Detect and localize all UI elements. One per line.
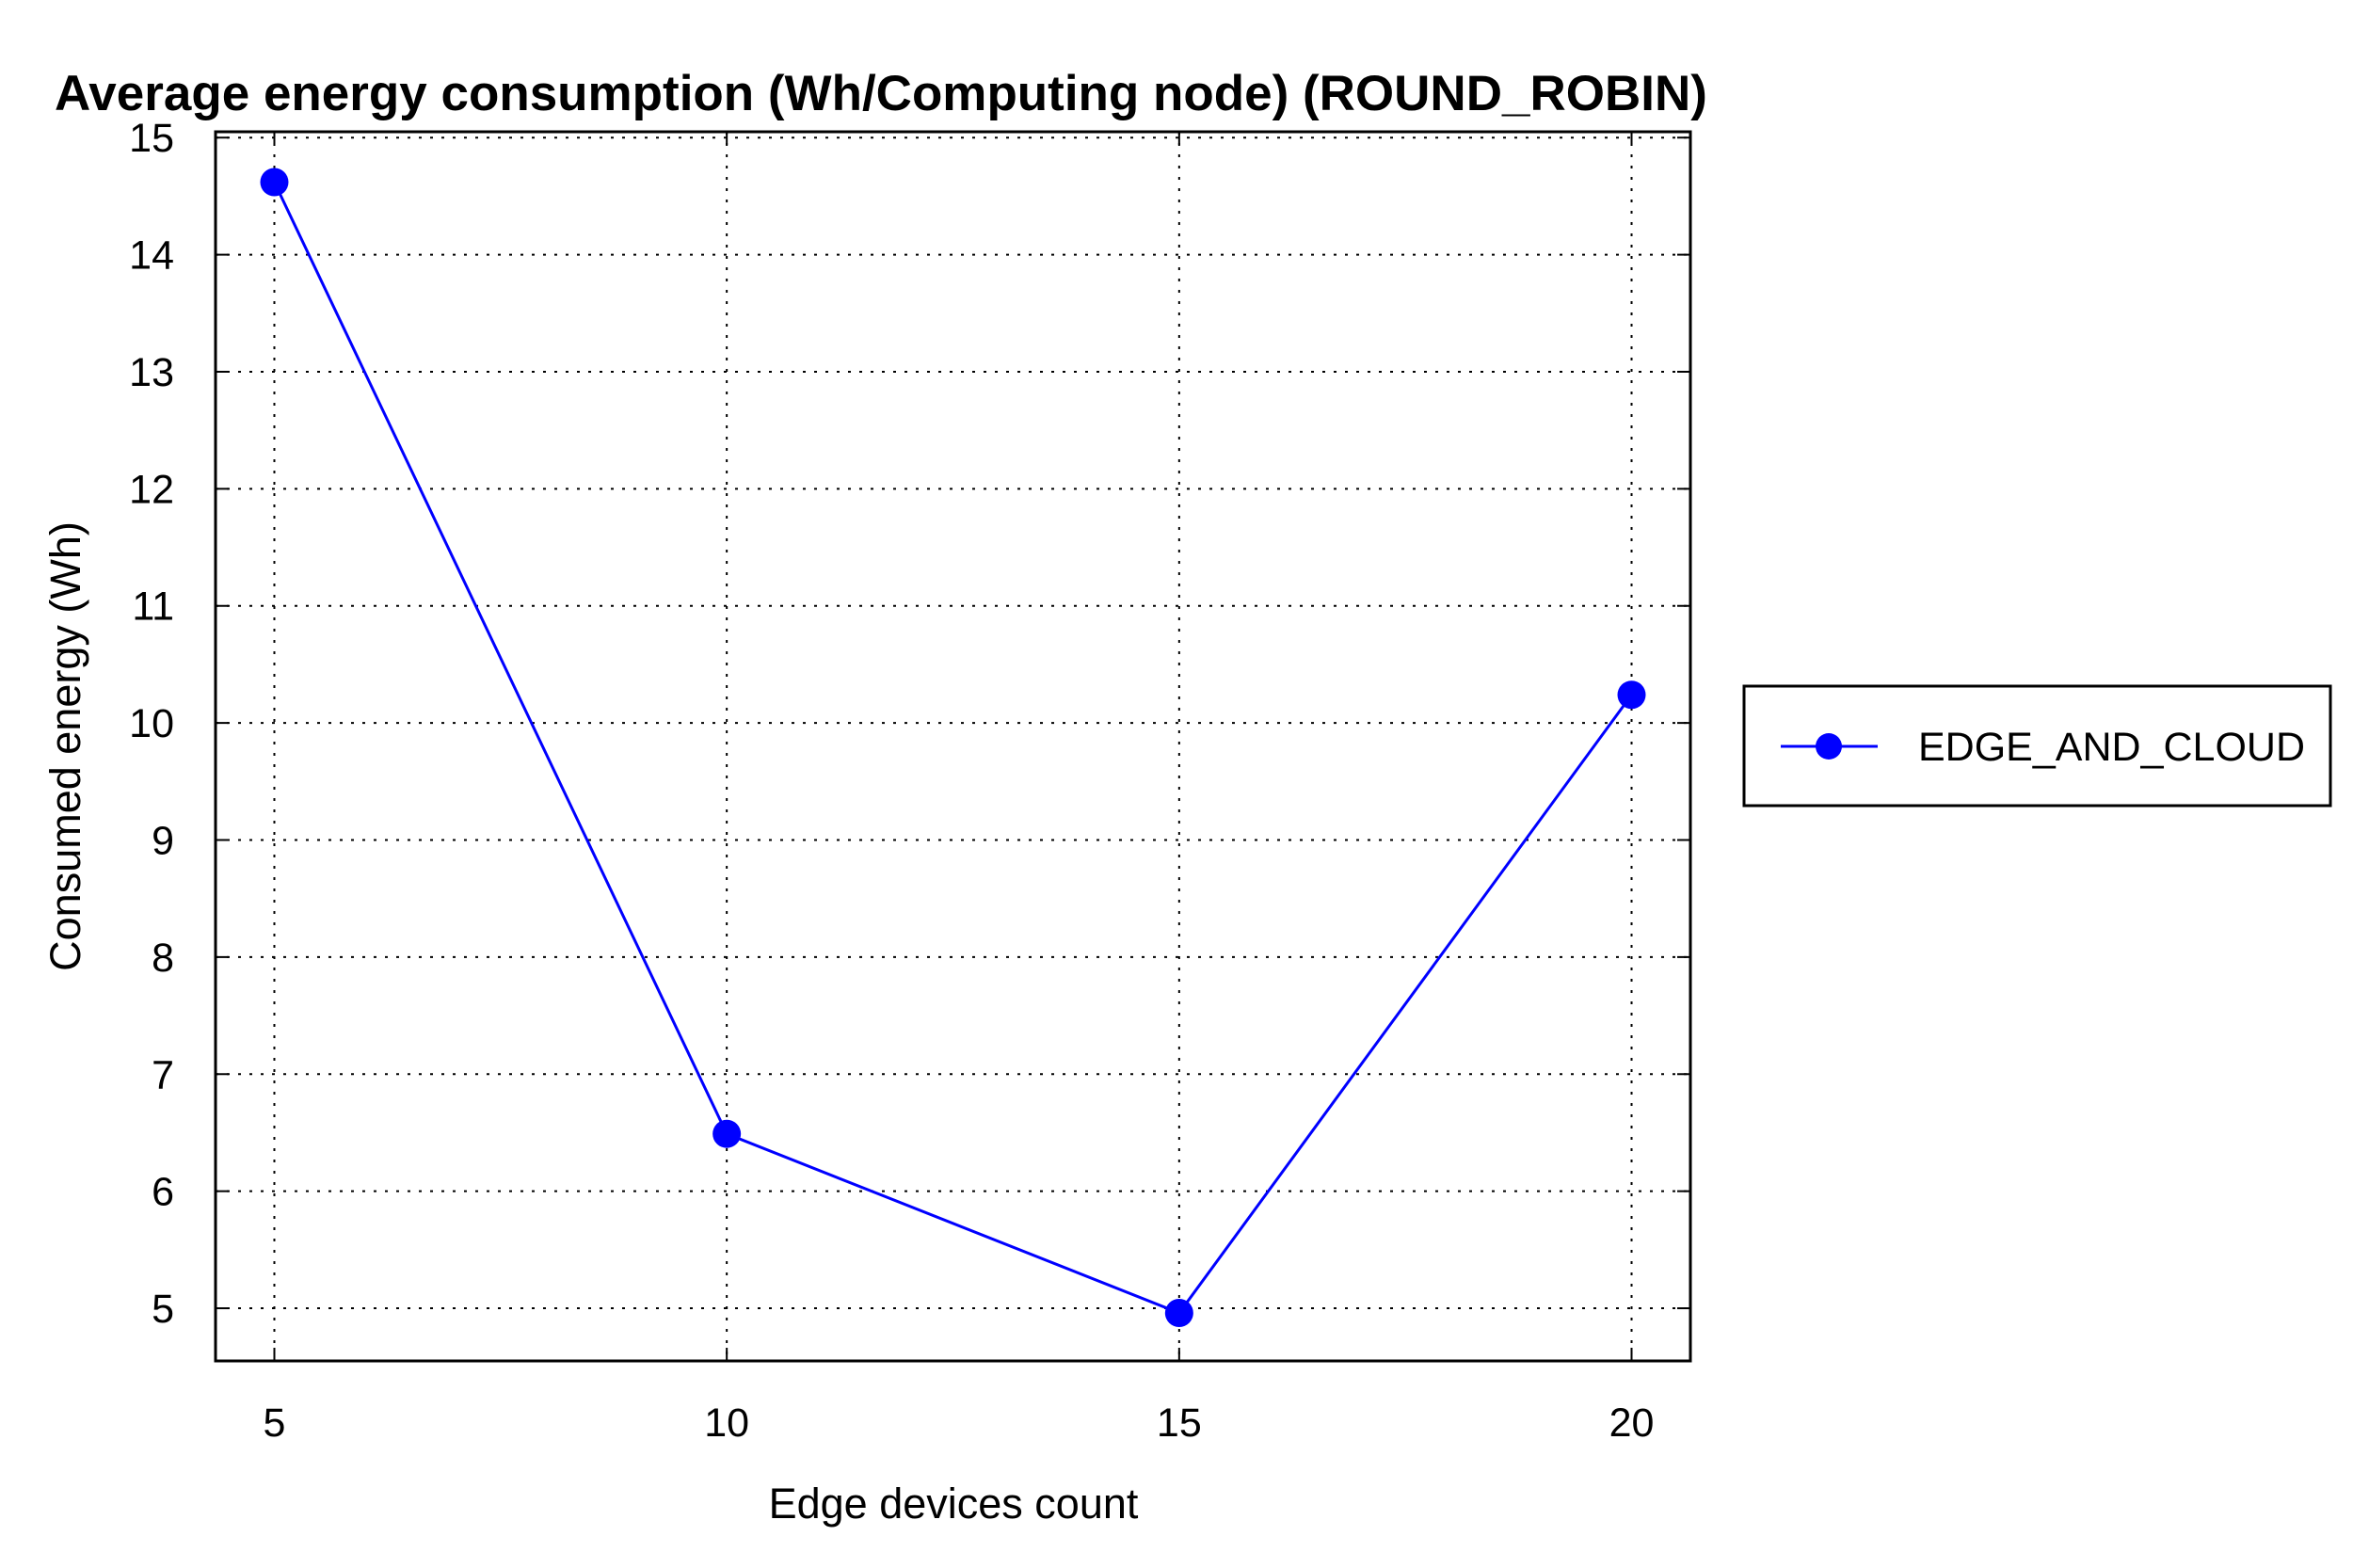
x-axis-tick-labels: 5 10 15 20 bbox=[264, 1400, 1655, 1446]
chart-title: Average energy consumption (Wh/Computing… bbox=[55, 66, 1707, 121]
y-tick-label: 7 bbox=[152, 1052, 174, 1097]
data-point bbox=[1164, 1299, 1193, 1328]
x-tick-label: 5 bbox=[264, 1400, 286, 1446]
x-tick-label: 10 bbox=[704, 1400, 749, 1446]
y-tick-label: 6 bbox=[152, 1170, 174, 1215]
series-layer bbox=[260, 168, 1646, 1328]
plot-frame bbox=[214, 130, 1692, 1363]
y-tick-label: 8 bbox=[152, 936, 174, 981]
data-point bbox=[1617, 680, 1646, 710]
x-axis-label: Edge devices count bbox=[769, 1480, 1139, 1528]
legend-label: EDGE_AND_CLOUD bbox=[1918, 725, 2305, 770]
y-tick-label: 14 bbox=[129, 233, 174, 279]
y-axis-tick-labels: 5 6 7 8 9 10 11 12 13 14 15 bbox=[129, 116, 174, 1332]
y-tick-label: 12 bbox=[129, 467, 174, 512]
y-tick-label: 15 bbox=[129, 116, 174, 161]
y-tick-label: 13 bbox=[129, 350, 174, 395]
x-tick-label: 20 bbox=[1609, 1400, 1655, 1446]
data-point bbox=[260, 168, 289, 197]
legend-marker-swatch bbox=[1816, 733, 1842, 760]
y-tick-label: 9 bbox=[152, 819, 174, 864]
y-tick-label: 5 bbox=[152, 1287, 174, 1332]
x-tick-label: 15 bbox=[1157, 1400, 1202, 1446]
y-tick-label: 10 bbox=[129, 701, 174, 746]
tick-marks bbox=[216, 132, 1690, 1361]
data-point bbox=[712, 1119, 742, 1148]
y-axis-label: Consumed energy (Wh) bbox=[41, 521, 89, 971]
legend: EDGE_AND_CLOUD bbox=[1742, 684, 2332, 808]
series-line bbox=[273, 181, 1633, 1315]
grid bbox=[216, 132, 1690, 1361]
y-tick-label: 11 bbox=[132, 584, 174, 630]
